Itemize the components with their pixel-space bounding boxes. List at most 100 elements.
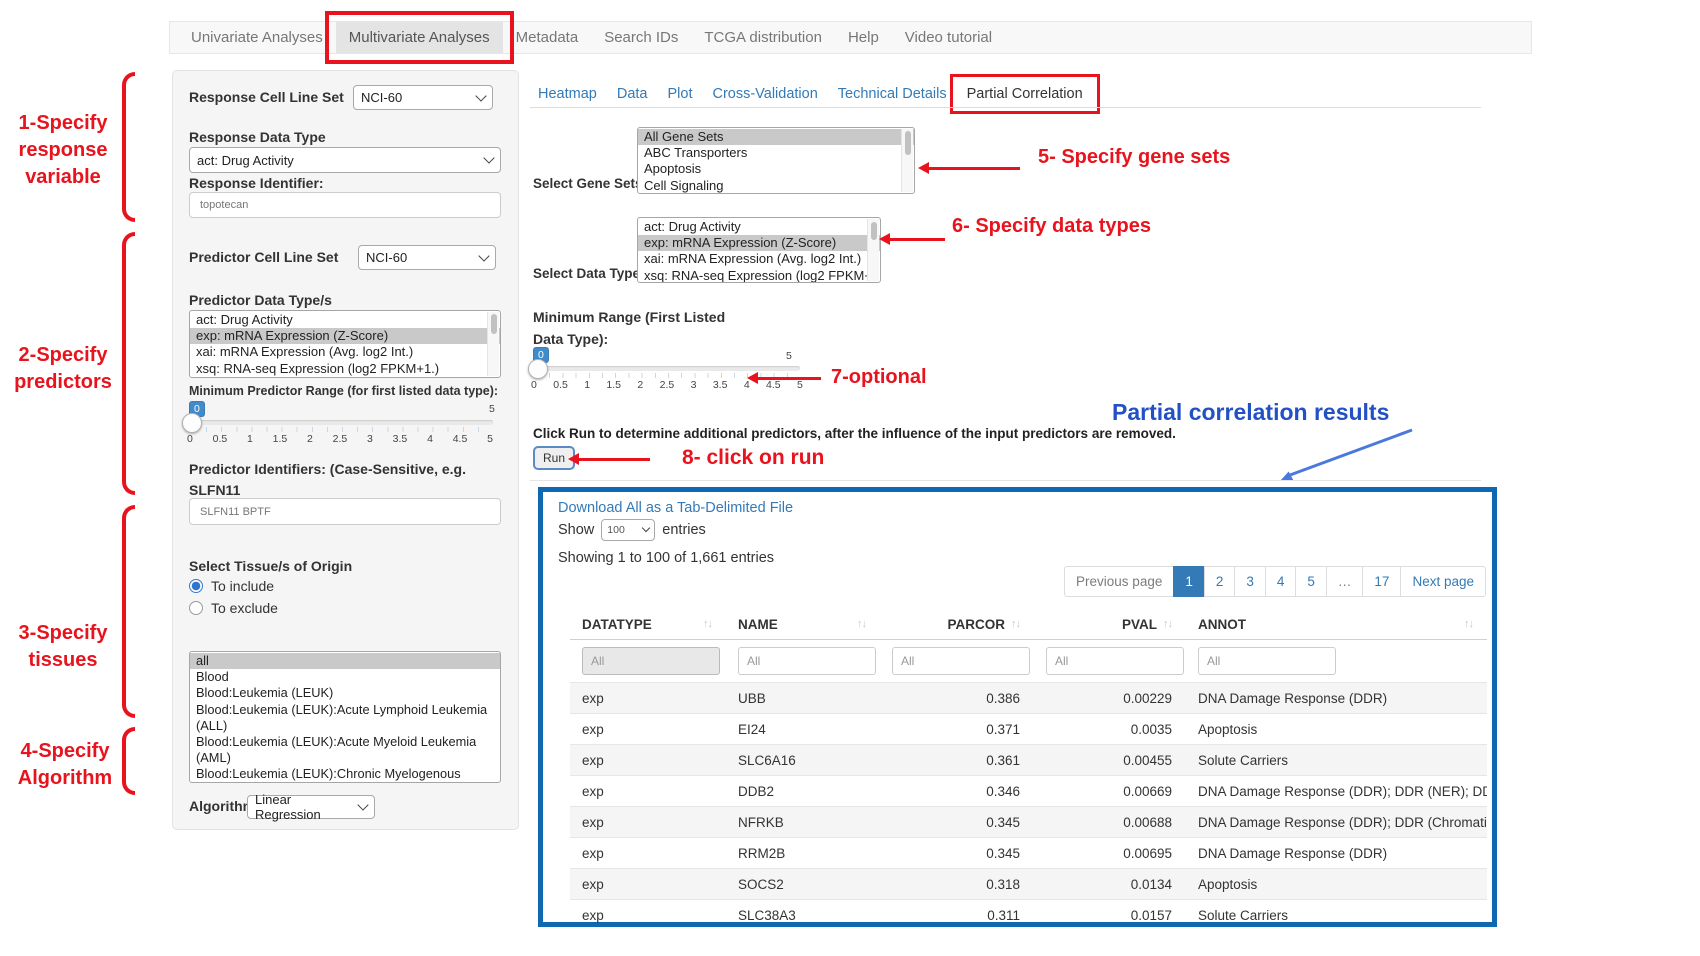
tick-label: 1.5 [606,379,622,391]
cell-name: EI24 [726,713,880,745]
page-button-4[interactable]: 4 [1264,566,1297,597]
predictor-cell-line-set-select[interactable]: NCI-60 [358,245,496,270]
filter-annot-input[interactable] [1198,647,1336,675]
listbox-option[interactable]: Cell Signaling [644,177,724,193]
listbox-option[interactable]: Apoptosis [644,161,702,177]
sort-icon[interactable]: ↑↓ [703,618,713,630]
col-name[interactable]: NAME ↑↓ [726,609,880,640]
content-divider [530,480,1481,481]
response-cell-line-set-select[interactable]: NCI-60 [353,85,493,110]
cell-name: RRM2B [726,837,880,869]
table-row[interactable]: exp EI24 0.371 0.0035 Apoptosis [570,713,1487,745]
tab-data[interactable]: Data [616,85,648,102]
previous-page-button[interactable]: Previous page [1064,566,1175,597]
page-button-2[interactable]: 2 [1203,566,1236,597]
listbox-option-selected[interactable]: all [190,653,500,670]
sort-icon[interactable]: ↑↓ [1011,618,1021,630]
min-range-slider-handle[interactable] [528,359,548,379]
listbox-option[interactable]: Blood:Leukemia (LEUK):Chronic Myelogenou… [196,766,461,782]
sort-icon[interactable]: ↑↓ [857,618,867,630]
next-page-button[interactable]: Next page [1400,566,1486,597]
table-row[interactable]: exp RRM2B 0.345 0.00695 DNA Damage Response … [570,837,1487,869]
radio-include-icon[interactable] [189,579,203,593]
algorithm-select[interactable]: Linear Regression [247,792,375,822]
listbox-option[interactable]: xsq: RNA-seq Expression (log2 FPKM+1.) [644,267,881,283]
run-button[interactable]: Run [533,446,576,470]
nav-search-ids[interactable]: Search IDs [604,29,679,46]
nav-video-tutorial[interactable]: Video tutorial [904,29,993,46]
table-row[interactable]: exp SLC38A3 0.311 0.0157 Solute Carriers [570,899,1487,930]
scrollbar[interactable] [901,129,913,192]
listbox-option[interactable]: Blood:Leukemia (LEUK) [196,685,334,701]
radio-exclude-icon[interactable] [189,601,203,615]
table-row[interactable]: exp UBB 0.386 0.00229 DNA Damage Response (D… [570,682,1487,714]
scrollbar-thumb[interactable] [491,314,497,334]
nav-univariate-analyses[interactable]: Univariate Analyses [191,29,323,46]
table-row[interactable]: exp SOCS2 0.318 0.0134 Apoptosis [570,868,1487,900]
listbox-option[interactable]: xai: mRNA Expression (Avg. log2 Int.) [644,251,862,267]
filter-name-input[interactable] [738,647,876,675]
filter-pval-input[interactable] [1046,647,1184,675]
tab-plot[interactable]: Plot [667,85,693,102]
listbox-option[interactable]: Blood:Leukemia (LEUK):Acute Myeloid Leuk… [196,734,477,766]
page-button-5[interactable]: 5 [1295,566,1327,597]
predictor-range-slider-handle[interactable] [182,413,202,433]
page-button-1[interactable]: 1 [1173,566,1205,597]
listbox-option[interactable]: Blood [196,669,229,685]
tissue-exclude-option[interactable]: To exclude [189,600,278,618]
listbox-option-selected[interactable]: exp: mRNA Expression (Z-Score) [190,328,500,345]
page-size-select[interactable]: 100 [601,519,656,541]
nav-tcga-distribution[interactable]: TCGA distribution [704,29,822,46]
listbox-option[interactable]: act: Drug Activity [196,312,293,327]
page-button-17[interactable]: 17 [1362,566,1402,597]
listbox-option-selected[interactable]: exp: mRNA Expression (Z-Score) [638,235,880,252]
listbox-option[interactable]: Blood:Leukemia (LEUK):Acute Lymphoid Leu… [196,701,488,733]
table-row[interactable]: exp DDB2 0.346 0.00669 DNA Damage Response (… [570,775,1487,807]
page-button-3[interactable]: 3 [1234,566,1266,597]
scrollbar[interactable] [867,219,879,281]
scrollbar[interactable] [487,312,499,376]
predictor-identifiers-input[interactable] [189,498,501,525]
results-table: DATATYPE ↑↓ NAME ↑↓ PARCOR ↑↓ PVAL ↑↓ ANNOT ↑… [570,609,1487,930]
col-annot[interactable]: ANNOT ↑↓ [1186,609,1487,640]
tab-partial-correlation[interactable]: Partial Correlation [949,73,1100,114]
tab-technical-details[interactable]: Technical Details [837,85,947,102]
listbox-option[interactable]: act: Drug Activity [644,219,741,234]
tissue-include-option[interactable]: To include [189,578,274,596]
nav-metadata[interactable]: Metadata [515,29,579,46]
sort-icon[interactable]: ↑↓ [1464,618,1474,630]
download-link[interactable]: Download All as a Tab-Delimited File [558,500,794,516]
cell-pval: 0.00695 [1034,837,1186,869]
response-identifier-input[interactable] [189,192,501,218]
min-range-slider-track[interactable] [536,366,800,371]
listbox-option[interactable]: ABC Transporters [644,145,748,161]
table-row[interactable]: exp SLC6A16 0.361 0.00455 Solute Carriers [570,744,1487,776]
col-datatype[interactable]: DATATYPE ↑↓ [570,609,726,640]
tab-cross-validation[interactable]: Cross-Validation [712,85,818,102]
tab-heatmap[interactable]: Heatmap [538,85,597,102]
scrollbar-thumb[interactable] [905,131,911,155]
response-cell-line-set-label: Response Cell Line Set [189,89,344,105]
slider-tick-labels: 0 0.5 1 1.5 2 2.5 3 3.5 4 4.5 5 [531,379,803,391]
cell-pval: 0.00669 [1034,775,1186,807]
col-pval[interactable]: PVAL ↑↓ [1034,609,1186,640]
results-arrow [1280,428,1413,481]
listbox-option[interactable]: xai: mRNA Expression (Avg. log2 Int.) [196,344,414,360]
entries-label: entries [662,522,706,538]
filter-datatype-input[interactable] [582,647,720,675]
listbox-option[interactable]: xsq: RNA-seq Expression (log2 FPKM+1.) [196,360,440,376]
sort-icon[interactable]: ↑↓ [1163,618,1173,630]
response-data-type-select[interactable]: act: Drug Activity [189,147,501,173]
cell-parcor: 0.346 [880,775,1034,807]
page-size-value: 100 [607,524,625,536]
filter-parcor-input[interactable] [892,647,1030,675]
table-row[interactable]: exp NFRKB 0.345 0.00688 DNA Damage Response … [570,806,1487,838]
predictor-range-slider-track[interactable] [191,420,493,425]
col-parcor[interactable]: PARCOR ↑↓ [880,609,1034,640]
run-instruction: Click Run to determine additional predic… [533,426,1176,441]
listbox-option-selected[interactable]: All Gene Sets [638,129,914,146]
cell-parcor: 0.345 [880,806,1034,838]
scrollbar-thumb[interactable] [871,222,877,240]
nav-multivariate-analyses[interactable]: Multivariate Analyses [324,11,514,64]
nav-help[interactable]: Help [847,29,879,46]
